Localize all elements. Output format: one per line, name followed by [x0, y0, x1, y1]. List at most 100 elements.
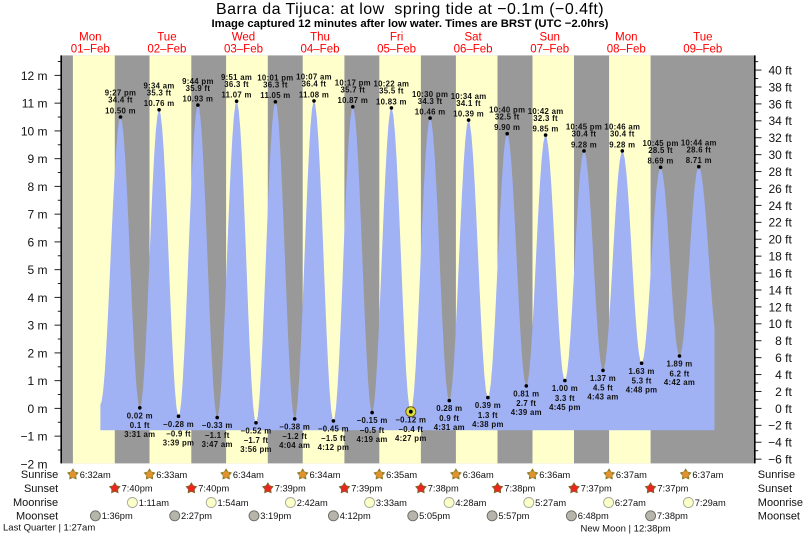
svg-text:Sunrise: Sunrise	[21, 469, 58, 481]
svg-text:35.7 ft: 35.7 ft	[340, 86, 365, 95]
svg-text:7:39pm: 7:39pm	[275, 484, 306, 494]
svg-text:6:37am: 6:37am	[692, 470, 723, 480]
svg-text:Moonrise: Moonrise	[13, 497, 58, 509]
svg-text:Mon: Mon	[79, 31, 101, 43]
svg-text:7:40pm: 7:40pm	[198, 484, 229, 494]
svg-text:6:33am: 6:33am	[156, 470, 187, 480]
svg-text:Mon: Mon	[615, 31, 637, 43]
svg-text:−2 ft: −2 ft	[768, 419, 792, 433]
svg-text:5:57pm: 5:57pm	[498, 511, 529, 521]
svg-text:−0.15 m: −0.15 m	[357, 416, 388, 425]
svg-text:06–Feb: 06–Feb	[454, 43, 493, 55]
svg-text:11.07 m: 11.07 m	[221, 91, 251, 100]
svg-text:1 m: 1 m	[27, 374, 47, 388]
svg-text:30 ft: 30 ft	[768, 148, 792, 162]
svg-text:Tue: Tue	[693, 31, 712, 43]
svg-text:6:34am: 6:34am	[233, 470, 264, 480]
svg-text:Moonset: Moonset	[16, 510, 58, 522]
svg-text:10.46 m: 10.46 m	[415, 108, 446, 117]
svg-text:4:31 am: 4:31 am	[434, 423, 465, 432]
svg-text:12 ft: 12 ft	[768, 300, 792, 314]
svg-text:1.3 ft: 1.3 ft	[478, 411, 498, 420]
svg-text:35.3 ft: 35.3 ft	[147, 89, 172, 98]
svg-text:36.4 ft: 36.4 ft	[302, 80, 327, 89]
svg-text:1:54am: 1:54am	[218, 498, 249, 508]
svg-text:11.05 m: 11.05 m	[260, 91, 290, 100]
svg-text:32.5 ft: 32.5 ft	[495, 112, 520, 121]
svg-text:4:04 am: 4:04 am	[279, 441, 310, 450]
svg-text:28.6 ft: 28.6 ft	[686, 145, 711, 154]
svg-text:8.71 m: 8.71 m	[686, 156, 712, 165]
svg-text:4:42 am: 4:42 am	[664, 378, 695, 387]
svg-text:7:38pm: 7:38pm	[428, 484, 459, 494]
svg-text:4:43 am: 4:43 am	[587, 393, 618, 402]
svg-text:6:36am: 6:36am	[539, 470, 570, 480]
svg-text:04–Feb: 04–Feb	[300, 43, 339, 55]
svg-text:7:40pm: 7:40pm	[122, 484, 153, 494]
svg-text:24 ft: 24 ft	[768, 199, 792, 213]
svg-text:10.76 m: 10.76 m	[144, 99, 175, 108]
svg-text:10:45 pm: 10:45 pm	[566, 123, 602, 132]
svg-text:4:48 pm: 4:48 pm	[626, 385, 658, 394]
svg-text:4.5 ft: 4.5 ft	[593, 384, 613, 393]
svg-text:6 m: 6 m	[27, 235, 47, 249]
svg-text:12 m: 12 m	[21, 69, 48, 83]
svg-text:8 m: 8 m	[27, 180, 47, 194]
svg-text:3:39 pm: 3:39 pm	[163, 438, 195, 447]
svg-text:Sunrise: Sunrise	[758, 469, 795, 481]
svg-text:Tue: Tue	[157, 31, 176, 43]
svg-text:5.3 ft: 5.3 ft	[632, 377, 652, 386]
svg-text:1.63 m: 1.63 m	[629, 367, 655, 376]
svg-text:7 m: 7 m	[27, 208, 47, 222]
svg-text:36 ft: 36 ft	[768, 97, 792, 111]
svg-text:4:39 am: 4:39 am	[511, 408, 542, 417]
svg-text:−0.12 m: −0.12 m	[395, 415, 426, 424]
svg-text:Wed: Wed	[232, 31, 255, 43]
svg-text:38 ft: 38 ft	[768, 80, 792, 94]
svg-text:4 ft: 4 ft	[775, 368, 792, 382]
svg-text:4:28am: 4:28am	[455, 498, 486, 508]
svg-text:7:38pm: 7:38pm	[504, 484, 535, 494]
svg-text:0 m: 0 m	[27, 402, 47, 416]
svg-text:30.4 ft: 30.4 ft	[610, 130, 635, 139]
svg-text:Moonrise: Moonrise	[758, 497, 803, 509]
svg-text:0.1 ft: 0.1 ft	[130, 421, 150, 430]
svg-text:−0.52 m: −0.52 m	[241, 426, 272, 435]
svg-text:3:47 am: 3:47 am	[202, 440, 233, 449]
svg-text:4:45 pm: 4:45 pm	[549, 403, 581, 412]
svg-text:−1.2 ft: −1.2 ft	[282, 432, 307, 441]
svg-text:34 ft: 34 ft	[768, 114, 792, 128]
svg-text:5:27am: 5:27am	[535, 498, 566, 508]
svg-text:9:27 pm: 9:27 pm	[105, 89, 137, 98]
svg-text:Moonset: Moonset	[758, 510, 800, 522]
svg-text:6:34am: 6:34am	[310, 470, 341, 480]
svg-text:10.50 m: 10.50 m	[105, 106, 136, 115]
svg-text:9:44 pm: 9:44 pm	[182, 77, 214, 86]
svg-text:Sun: Sun	[539, 31, 559, 43]
svg-text:3 m: 3 m	[27, 319, 47, 333]
svg-text:09–Feb: 09–Feb	[683, 43, 722, 55]
svg-text:9:51 am: 9:51 am	[221, 73, 252, 82]
svg-text:16 ft: 16 ft	[768, 267, 792, 281]
svg-text:6:32am: 6:32am	[80, 470, 111, 480]
svg-text:0.39 m: 0.39 m	[475, 401, 501, 410]
svg-text:2 m: 2 m	[27, 346, 47, 360]
svg-text:11.08 m: 11.08 m	[299, 90, 329, 99]
svg-text:2 ft: 2 ft	[775, 385, 792, 399]
svg-text:1.89 m: 1.89 m	[666, 360, 692, 369]
svg-text:28.5 ft: 28.5 ft	[648, 146, 673, 155]
svg-text:10:30 pm: 10:30 pm	[412, 90, 448, 99]
svg-text:10.39 m: 10.39 m	[453, 110, 484, 119]
svg-text:10:42 am: 10:42 am	[528, 107, 564, 116]
svg-text:9.28 m: 9.28 m	[571, 140, 597, 149]
svg-text:4:38 pm: 4:38 pm	[472, 420, 504, 429]
svg-text:6:37am: 6:37am	[616, 470, 647, 480]
svg-text:9 m: 9 m	[27, 152, 47, 166]
svg-text:07–Feb: 07–Feb	[530, 43, 569, 55]
svg-text:7:29am: 7:29am	[695, 498, 726, 508]
svg-text:3:31 am: 3:31 am	[124, 430, 155, 439]
svg-text:2:42am: 2:42am	[297, 498, 328, 508]
svg-text:32.3 ft: 32.3 ft	[533, 114, 558, 123]
svg-text:7:38pm: 7:38pm	[657, 511, 688, 521]
svg-text:28 ft: 28 ft	[768, 165, 792, 179]
